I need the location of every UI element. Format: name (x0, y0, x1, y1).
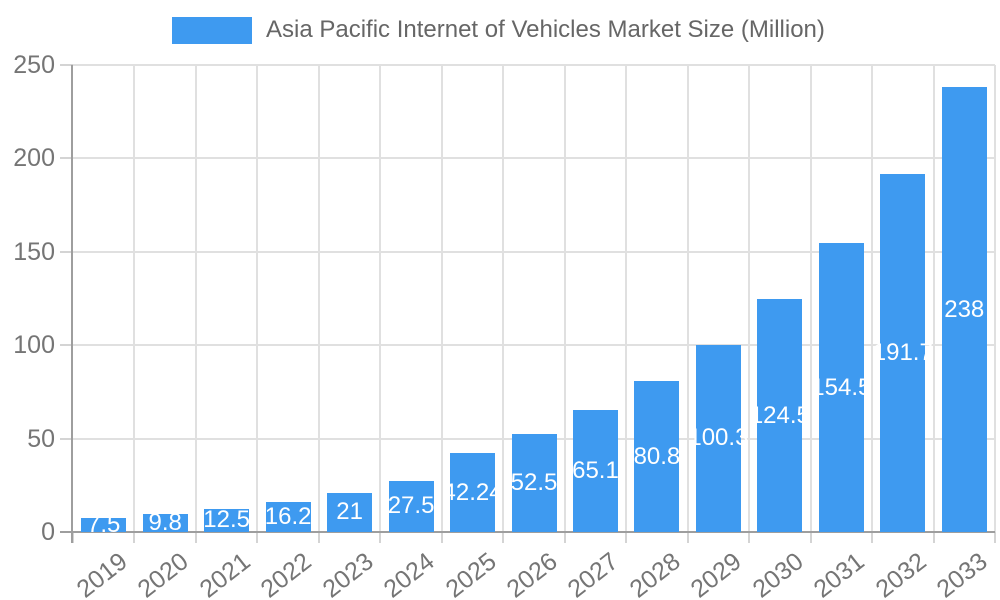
legend-item[interactable]: Asia Pacific Internet of Vehicles Market… (172, 16, 825, 44)
bar-value-label: 191.7 (872, 338, 933, 366)
x-tick-label: 2032 (870, 547, 932, 600)
x-tick-label: 2028 (624, 547, 686, 600)
bar-value-label: 154.5 (811, 373, 872, 401)
x-axis-tick (502, 532, 505, 543)
bar-value-label: 238 (944, 295, 985, 323)
x-gridline (317, 65, 320, 532)
legend-label: Asia Pacific Internet of Vehicles Market… (266, 16, 825, 43)
x-tick-label: 2031 (808, 547, 870, 600)
x-gridline (994, 65, 996, 532)
bar (450, 453, 496, 532)
x-tick-label: 2022 (255, 547, 317, 600)
x-tick-label: 2029 (685, 547, 748, 600)
x-gridline (932, 65, 935, 532)
x-axis-tick (871, 532, 874, 543)
x-axis-tick (133, 532, 136, 543)
x-axis-line (60, 531, 995, 533)
y-axis-line (71, 65, 73, 543)
bar (142, 513, 188, 532)
x-axis-tick (256, 532, 259, 543)
x-tick-label: 2019 (71, 547, 133, 600)
bar (388, 480, 434, 532)
x-tick-label: 2030 (747, 547, 809, 600)
bar (757, 299, 803, 532)
x-axis-tick (932, 532, 935, 543)
x-tick-label: 2026 (501, 547, 563, 600)
bar (511, 433, 557, 532)
y-gridline (73, 344, 995, 347)
bar (941, 87, 987, 532)
y-axis-tick (60, 250, 73, 253)
y-tick-label: 0 (41, 518, 55, 546)
x-axis-tick (317, 532, 320, 543)
x-gridline (502, 65, 505, 532)
y-tick-label: 250 (13, 51, 55, 79)
x-gridline (809, 65, 812, 532)
bar-value-label: 42.24 (442, 478, 503, 506)
x-tick-label: 2020 (132, 547, 194, 600)
bar (265, 501, 311, 532)
bar-value-label: 12.5 (203, 506, 251, 534)
y-tick-label: 200 (13, 144, 55, 173)
bar (327, 492, 373, 532)
x-gridline (133, 65, 136, 532)
x-axis-tick (994, 532, 996, 543)
bar-value-label: 65.1 (572, 457, 619, 485)
x-gridline (871, 65, 874, 532)
x-axis-tick (748, 532, 751, 543)
y-axis-tick (60, 437, 73, 440)
bar (204, 508, 250, 532)
x-gridline (686, 65, 689, 532)
bar (572, 410, 618, 532)
x-gridline (625, 65, 628, 532)
bar-value-label: 124.5 (749, 401, 810, 429)
bar (634, 381, 680, 532)
bar-value-label: 7.5 (87, 510, 121, 538)
x-gridline (563, 65, 566, 532)
x-axis-tick (440, 532, 443, 543)
x-tick-label: 2027 (563, 547, 625, 600)
x-tick-label: 2033 (931, 547, 993, 600)
x-gridline (748, 65, 751, 532)
y-tick-label: 50 (27, 424, 55, 453)
x-gridline (194, 65, 197, 532)
y-gridline (73, 250, 995, 253)
bar-value-label: 100.3 (688, 424, 749, 452)
y-axis-tick (60, 64, 73, 66)
bar (81, 517, 127, 532)
bar-value-label: 27.5 (387, 492, 435, 520)
x-tick-label: 2021 (194, 547, 256, 600)
bar (818, 243, 864, 532)
x-tick-label: 2024 (378, 547, 440, 600)
y-tick-label: 150 (13, 237, 55, 266)
x-tick-label: 2025 (440, 547, 502, 600)
bar-value-label: 52.5 (510, 468, 558, 496)
y-axis-tick (60, 344, 73, 347)
y-axis-tick (60, 157, 73, 160)
bar-value-label: 9.8 (148, 508, 182, 536)
x-axis-tick (809, 532, 812, 543)
bar-value-label: 21 (336, 498, 363, 526)
x-axis-tick (72, 532, 74, 543)
x-axis-tick (625, 532, 628, 543)
legend-swatch-icon (172, 16, 252, 44)
x-axis-tick (686, 532, 689, 543)
x-gridline (256, 65, 259, 532)
y-gridline (73, 157, 995, 160)
y-gridline (73, 64, 995, 66)
bar (880, 173, 926, 532)
bar-value-label: 16.2 (264, 502, 312, 530)
x-axis-tick (194, 532, 197, 543)
x-gridline (379, 65, 382, 532)
x-axis-tick (379, 532, 382, 543)
x-tick-label: 2023 (317, 547, 379, 600)
x-axis-tick (563, 532, 566, 543)
x-gridline (440, 65, 443, 532)
y-tick-label: 100 (13, 331, 55, 360)
bar-value-label: 80.8 (633, 442, 681, 470)
bar (695, 344, 741, 532)
